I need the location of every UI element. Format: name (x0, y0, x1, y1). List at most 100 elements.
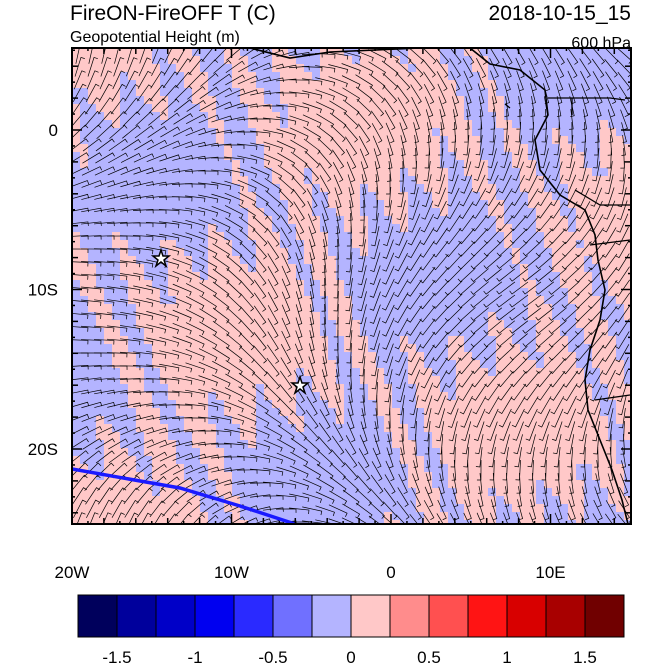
field-cell (120, 360, 128, 368)
field-cell (384, 120, 392, 128)
wind-barb (280, 227, 292, 247)
wind-barb (436, 161, 445, 182)
wind-barb (113, 57, 125, 77)
field-cell (352, 48, 360, 56)
field-cell (136, 432, 144, 440)
wind-barb (504, 96, 509, 117)
wind-barb (409, 71, 423, 91)
field-cell (168, 392, 176, 400)
field-cell (512, 448, 520, 456)
field-cell (336, 392, 344, 400)
wind-barb (575, 227, 592, 245)
field-cell (624, 128, 631, 136)
field-cell (472, 296, 480, 304)
field-cell (192, 416, 200, 424)
field-cell (520, 272, 528, 280)
field-cell (600, 96, 608, 104)
field-cell (560, 296, 568, 304)
field-cell (240, 328, 248, 336)
field-cell (536, 472, 544, 480)
field-cell (424, 480, 432, 488)
wind-barb (619, 160, 625, 182)
field-cell (544, 88, 552, 96)
field-cell (80, 328, 88, 336)
field-cell (328, 296, 336, 304)
field-cell (528, 144, 536, 152)
field-cell (152, 280, 160, 288)
field-cell (448, 104, 456, 112)
wind-barb (419, 240, 435, 258)
wind-barb (81, 166, 103, 176)
field-cell (432, 472, 440, 480)
field-cell (152, 368, 160, 376)
field-cell (216, 448, 224, 456)
wind-barb (81, 193, 103, 200)
field-cell (400, 120, 408, 128)
field-cell (472, 272, 480, 280)
field-cell (520, 136, 528, 144)
field-cell (544, 128, 552, 136)
field-cell (328, 344, 336, 352)
field-cell (576, 296, 584, 304)
field-cell (592, 120, 600, 128)
field-cell (104, 168, 112, 176)
field-cell (264, 384, 272, 392)
field-cell (400, 328, 408, 336)
field-cell (152, 192, 160, 200)
field-cell (136, 56, 144, 64)
field-cell (128, 480, 136, 488)
field-cell (624, 256, 631, 264)
wind-barb (382, 252, 395, 272)
wind-barb (522, 241, 541, 257)
field-cell (448, 280, 456, 288)
field-cell (272, 192, 280, 200)
field-cell (304, 272, 312, 280)
wind-barb (185, 207, 206, 216)
field-cell (624, 200, 631, 208)
field-cell (96, 520, 104, 524)
field-cell (304, 352, 312, 360)
field-cell (544, 480, 552, 488)
field-cell (368, 360, 376, 368)
field-cell (608, 144, 616, 152)
field-cell (104, 424, 112, 432)
field-cell (112, 168, 120, 176)
wind-barb (575, 241, 592, 258)
field-cell (496, 480, 504, 488)
field-cell (208, 248, 216, 256)
field-cell (592, 464, 600, 472)
wind-barb (200, 59, 219, 75)
wind-barb (384, 110, 396, 130)
field-cell (600, 360, 608, 368)
field-cell (304, 480, 312, 488)
field-cell (592, 480, 600, 488)
field-cell (344, 104, 352, 112)
field-cell (544, 352, 552, 360)
field-cell (72, 408, 80, 416)
field-cell (224, 296, 232, 304)
field-cell (336, 496, 344, 504)
field-cell (600, 152, 608, 160)
field-cell (248, 480, 256, 488)
field-cell (496, 384, 504, 392)
field-cell (400, 400, 408, 408)
wind-barb (618, 174, 626, 195)
wind-barb (606, 147, 612, 169)
wind-barb (161, 98, 180, 113)
field-cell (552, 112, 560, 120)
field-cell (216, 480, 224, 488)
field-cell (120, 304, 128, 312)
field-cell (280, 344, 288, 352)
wind-barb (329, 112, 347, 129)
field-cell (344, 296, 352, 304)
field-cell (544, 64, 552, 72)
field-cell (368, 208, 376, 216)
wind-barb (475, 135, 483, 156)
field-cell (432, 440, 440, 448)
field-cell (504, 272, 512, 280)
field-cell (400, 488, 408, 496)
field-cell (440, 144, 448, 152)
field-cell (144, 504, 152, 512)
field-cell (384, 360, 392, 368)
wind-barb (357, 252, 367, 273)
